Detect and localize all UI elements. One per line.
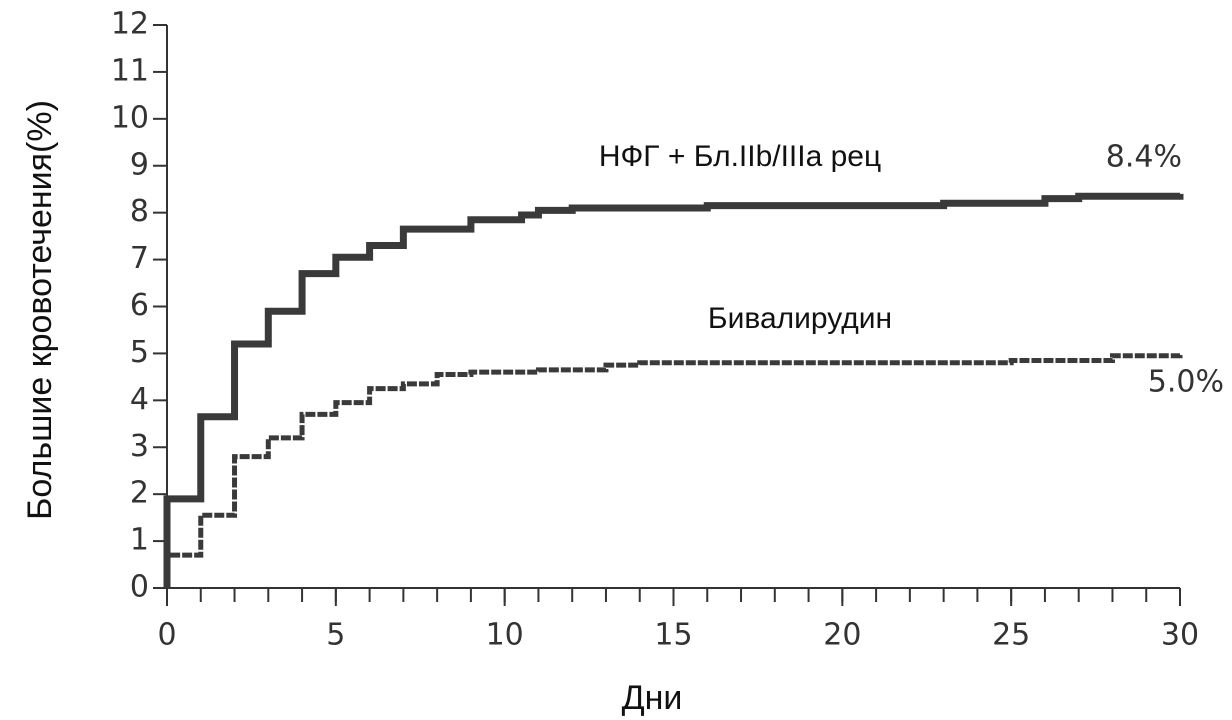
y-tick-label: 6 xyxy=(130,288,149,323)
y-tick-label: 2 xyxy=(130,476,149,511)
x-tick-label: 5 xyxy=(326,618,345,653)
y-tick-label: 11 xyxy=(111,53,149,88)
series-label: Бивалирудин xyxy=(708,302,892,335)
end-value-label: 8.4% xyxy=(1106,140,1182,175)
end-value-label: 5.0% xyxy=(1148,365,1224,400)
y-tick-label: 3 xyxy=(130,429,149,464)
y-tick-label: 9 xyxy=(130,147,149,182)
series-label: НФГ + Бл.IIb/IIIa рец xyxy=(599,140,881,173)
y-tick-label: 5 xyxy=(130,335,149,370)
y-tick-label: 7 xyxy=(130,241,149,276)
y-tick-label: 10 xyxy=(111,100,149,135)
y-tick-label: 0 xyxy=(130,570,149,605)
step-line xyxy=(163,192,1184,588)
x-tick-label: 0 xyxy=(157,618,176,653)
x-tick-label: 30 xyxy=(1161,618,1199,653)
x-tick-label: 20 xyxy=(823,618,861,653)
y-axis-label: Большие кровотечения(%) xyxy=(21,100,59,520)
x-tick-label: 15 xyxy=(654,618,692,653)
y-tick-label: 12 xyxy=(111,7,149,42)
x-axis-label: Дни xyxy=(622,679,683,717)
y-tick-label: 4 xyxy=(130,382,149,417)
x-tick-label: 25 xyxy=(992,618,1030,653)
y-tick-label: 1 xyxy=(130,523,149,558)
x-tick-label: 10 xyxy=(486,618,524,653)
step-line xyxy=(164,353,1183,588)
y-tick-label: 8 xyxy=(130,194,149,229)
